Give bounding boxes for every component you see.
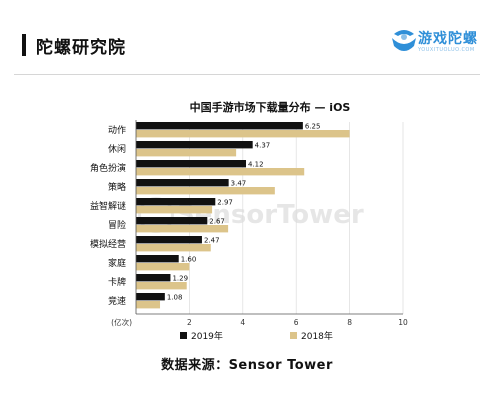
category-label: 角色扮演 xyxy=(90,162,126,174)
bar-chart: 中国手游市场下载量分布 — iOS 动作 6.25 休闲 4.37 角色扮演 4.12 策略 3… xyxy=(90,100,408,342)
bar xyxy=(136,217,208,225)
bar xyxy=(136,160,247,168)
bar xyxy=(136,141,253,149)
category-label: 休闲 xyxy=(108,143,126,155)
bar xyxy=(136,274,171,282)
bar xyxy=(136,263,190,271)
category-label: 家庭 xyxy=(108,257,126,269)
bar xyxy=(136,244,211,252)
bar xyxy=(136,130,350,138)
legend-label: 2018年 xyxy=(301,330,333,342)
bar xyxy=(136,206,213,214)
data-label: 1.08 xyxy=(167,294,183,302)
bar xyxy=(136,122,303,130)
bar xyxy=(136,198,216,206)
header-accent-bar xyxy=(22,34,26,56)
bar xyxy=(136,187,275,195)
page-title: 陀螺研究院 xyxy=(36,38,126,58)
x-tick-label: 10 xyxy=(398,318,408,327)
category-label: 卡牌 xyxy=(108,276,126,288)
legend-label: 2019年 xyxy=(191,330,223,342)
category-label: 策略 xyxy=(108,181,126,193)
bar xyxy=(136,179,229,187)
bar xyxy=(136,255,179,263)
data-label: 4.12 xyxy=(248,161,264,169)
data-label: 2.97 xyxy=(217,199,233,207)
bar xyxy=(136,225,229,233)
bar xyxy=(136,168,305,176)
category-label: 益智解谜 xyxy=(90,200,126,212)
bar xyxy=(136,282,187,290)
legend-swatch xyxy=(180,332,187,339)
bar xyxy=(136,236,202,244)
data-label: 1.60 xyxy=(181,256,197,264)
data-label: 6.25 xyxy=(305,123,321,131)
bar xyxy=(136,149,237,157)
category-label: 动作 xyxy=(108,124,126,136)
bar xyxy=(136,301,161,309)
category-label: 竞速 xyxy=(108,295,126,307)
bar xyxy=(136,293,165,301)
category-label: 冒险 xyxy=(108,219,126,231)
axis-unit-label: (亿次) xyxy=(111,317,132,327)
chart-title: 中国手游市场下载量分布 — iOS xyxy=(190,100,351,114)
data-label: 2.67 xyxy=(209,218,225,226)
x-tick-label: 6 xyxy=(294,318,299,327)
data-label: 3.47 xyxy=(231,180,247,188)
logo-subtext: YOUXITUOLUO.COM xyxy=(418,47,475,53)
legend-swatch xyxy=(290,332,297,339)
logo-icon xyxy=(392,30,416,51)
data-label: 1.29 xyxy=(172,275,188,283)
chart-container: 中国手游市场下载量分布 — iOS 动作 6.25 休闲 4.37 角色扮演 4.12 策略 3… xyxy=(0,90,494,348)
header-divider xyxy=(14,74,480,75)
category-label: 模拟经营 xyxy=(90,238,126,250)
logo-text: 游戏陀螺 xyxy=(418,31,478,47)
data-label: 4.37 xyxy=(255,142,271,150)
x-tick-label: 8 xyxy=(347,318,352,327)
x-tick-label: 2 xyxy=(187,318,192,327)
data-label: 2.47 xyxy=(204,237,220,245)
source-note: 数据来源：Sensor Tower xyxy=(161,358,333,373)
x-tick-label: 4 xyxy=(240,318,245,327)
